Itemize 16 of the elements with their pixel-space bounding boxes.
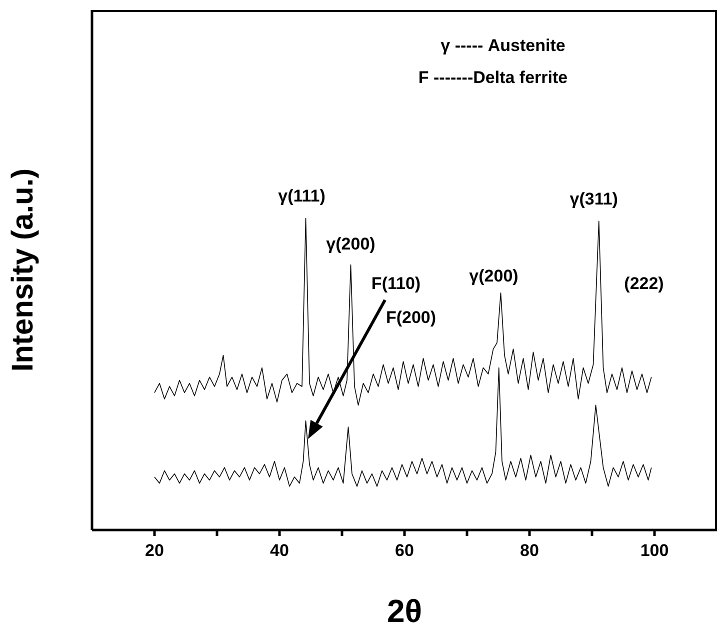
x-tick-label: 100 bbox=[640, 541, 669, 560]
annotation: F(200) bbox=[386, 308, 436, 328]
annotation: F(110) bbox=[371, 274, 421, 294]
y-axis-title: Intensity (a.u.) bbox=[6, 168, 40, 372]
annotation: γ(311) bbox=[570, 190, 618, 209]
x-tick-label: 20 bbox=[145, 541, 164, 560]
text: F -------Delta ferrite bbox=[418, 68, 568, 88]
annotation: γ(200) bbox=[326, 234, 376, 254]
x-axis-title: 2θ bbox=[386, 593, 422, 624]
annotation: (222) bbox=[624, 274, 664, 294]
text: γ ----- Austenite bbox=[440, 36, 566, 56]
annotation: γ(200) bbox=[469, 266, 518, 286]
x-tick-label: 60 bbox=[395, 541, 414, 560]
x-tick-label: 40 bbox=[270, 541, 289, 560]
annotation: γ(111) bbox=[278, 186, 326, 206]
x-tick-label: 80 bbox=[520, 541, 539, 560]
